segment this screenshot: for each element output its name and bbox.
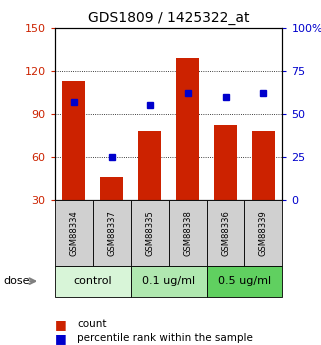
Bar [176, 58, 199, 200]
FancyBboxPatch shape [131, 200, 169, 266]
FancyBboxPatch shape [92, 200, 131, 266]
Text: 0.5 ug/ml: 0.5 ug/ml [218, 276, 271, 286]
Bar [214, 125, 237, 200]
Text: GSM88337: GSM88337 [107, 210, 116, 256]
Bar [138, 131, 161, 200]
Text: percentile rank within the sample: percentile rank within the sample [77, 333, 253, 343]
Text: control: control [73, 276, 112, 286]
Text: GSM88334: GSM88334 [69, 210, 78, 256]
Text: ■: ■ [55, 332, 66, 345]
Text: GSM88338: GSM88338 [183, 210, 192, 256]
Bar [252, 131, 275, 200]
Text: GSM88339: GSM88339 [259, 210, 268, 256]
FancyBboxPatch shape [55, 266, 131, 297]
FancyBboxPatch shape [169, 200, 206, 266]
FancyBboxPatch shape [206, 200, 245, 266]
Text: 0.1 ug/ml: 0.1 ug/ml [142, 276, 195, 286]
Text: GSM88336: GSM88336 [221, 210, 230, 256]
FancyBboxPatch shape [245, 200, 282, 266]
FancyBboxPatch shape [55, 200, 92, 266]
Title: GDS1809 / 1425322_at: GDS1809 / 1425322_at [88, 11, 249, 25]
Text: GSM88335: GSM88335 [145, 210, 154, 256]
FancyBboxPatch shape [206, 266, 282, 297]
Text: count: count [77, 319, 107, 329]
Text: ■: ■ [55, 318, 66, 331]
Bar [62, 81, 85, 200]
Text: dose: dose [3, 276, 30, 286]
Bar [100, 177, 123, 200]
FancyBboxPatch shape [131, 266, 206, 297]
